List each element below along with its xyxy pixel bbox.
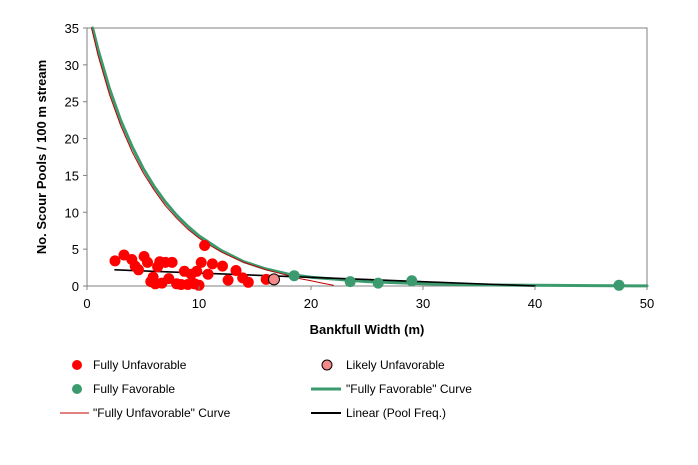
y-tick-label: 35 xyxy=(65,21,79,36)
fully-favorable-point xyxy=(344,276,356,288)
legend-item-fully-favorable: Fully Favorable xyxy=(72,382,175,396)
fully-unfavorable-point xyxy=(195,256,207,268)
y-tick-label: 30 xyxy=(65,58,79,73)
fully-unfavorable-point xyxy=(202,268,214,280)
fully-unfavorable-point xyxy=(133,264,144,276)
fully-unfavorable-point xyxy=(242,276,254,288)
fully-unfavorable-point xyxy=(191,265,203,277)
legend-marker-fully-unfavorable xyxy=(72,360,82,370)
fully-unfavorable-point xyxy=(166,256,178,268)
fully-unfavorable-point xyxy=(199,240,211,251)
fully-unfavorable-point xyxy=(222,274,234,286)
legend-label-linear-pool-freq: Linear (Pool Freq.) xyxy=(346,406,446,420)
fully-favorable-point xyxy=(613,279,625,291)
x-tick-label: 0 xyxy=(83,296,90,311)
x-tick-label: 10 xyxy=(192,296,206,311)
fully-favorable-point xyxy=(372,277,384,289)
legend-item-fully-unfavorable: Fully Unfavorable xyxy=(72,358,187,372)
legend-item-favorable-curve: "Fully Favorable" Curve xyxy=(311,382,472,396)
y-tick-label: 15 xyxy=(65,168,79,183)
fully-favorable-point xyxy=(406,275,418,287)
fully-unfavorable-point xyxy=(109,255,121,267)
likely-unfavorable-point xyxy=(268,273,280,286)
series-points xyxy=(109,240,625,291)
legend-marker-likely-unfavorable xyxy=(321,359,333,371)
y-axis-title: No. Scour Pools / 100 m stream xyxy=(34,60,49,254)
legend-item-linear-pool-freq: Linear (Pool Freq.) xyxy=(311,406,446,420)
fully-unfavorable-point xyxy=(206,258,218,270)
x-axis-ticks: 0 10 20 30 40 50 xyxy=(83,286,654,311)
legend-label-favorable-curve: "Fully Favorable" Curve xyxy=(346,382,472,396)
x-tick-label: 30 xyxy=(416,296,430,311)
fully-favorable-point xyxy=(288,270,300,282)
legend-item-likely-unfavorable: Likely Unfavorable xyxy=(321,358,445,372)
fully-favorable-curve-line xyxy=(91,26,649,288)
x-tick-label: 50 xyxy=(640,296,654,311)
fully-unfavorable-point xyxy=(142,256,153,268)
x-tick-label: 40 xyxy=(528,296,542,311)
x-axis-title: Bankfull Width (m) xyxy=(310,322,425,337)
plot-area xyxy=(86,27,648,287)
y-axis-ticks: 0 5 10 15 20 25 30 35 xyxy=(65,21,87,294)
legend-label-likely-unfavorable: Likely Unfavorable xyxy=(346,358,445,372)
fully-unfavorable-point xyxy=(193,279,205,291)
fully-unfavorable-point xyxy=(230,265,242,276)
x-tick-label: 20 xyxy=(304,296,318,311)
y-tick-label: 5 xyxy=(72,242,79,257)
fully-unfavorable-point xyxy=(163,273,175,285)
fully-unfavorable-point xyxy=(217,260,228,272)
y-tick-label: 20 xyxy=(65,132,79,147)
legend-label-fully-favorable: Fully Favorable xyxy=(93,382,175,396)
y-tick-label: 25 xyxy=(65,95,79,110)
legend: Fully Unfavorable Likely Unfavorable Ful… xyxy=(60,358,472,420)
y-tick-label: 10 xyxy=(65,205,79,220)
legend-label-unfavorable-curve: "Fully Unfavorable" Curve xyxy=(93,406,231,420)
legend-marker-fully-favorable xyxy=(72,384,82,394)
legend-label-fully-unfavorable: Fully Unfavorable xyxy=(93,358,187,372)
plot-frame xyxy=(86,27,648,287)
y-tick-label: 0 xyxy=(72,279,79,294)
legend-item-unfavorable-curve: "Fully Unfavorable" Curve xyxy=(60,406,231,420)
